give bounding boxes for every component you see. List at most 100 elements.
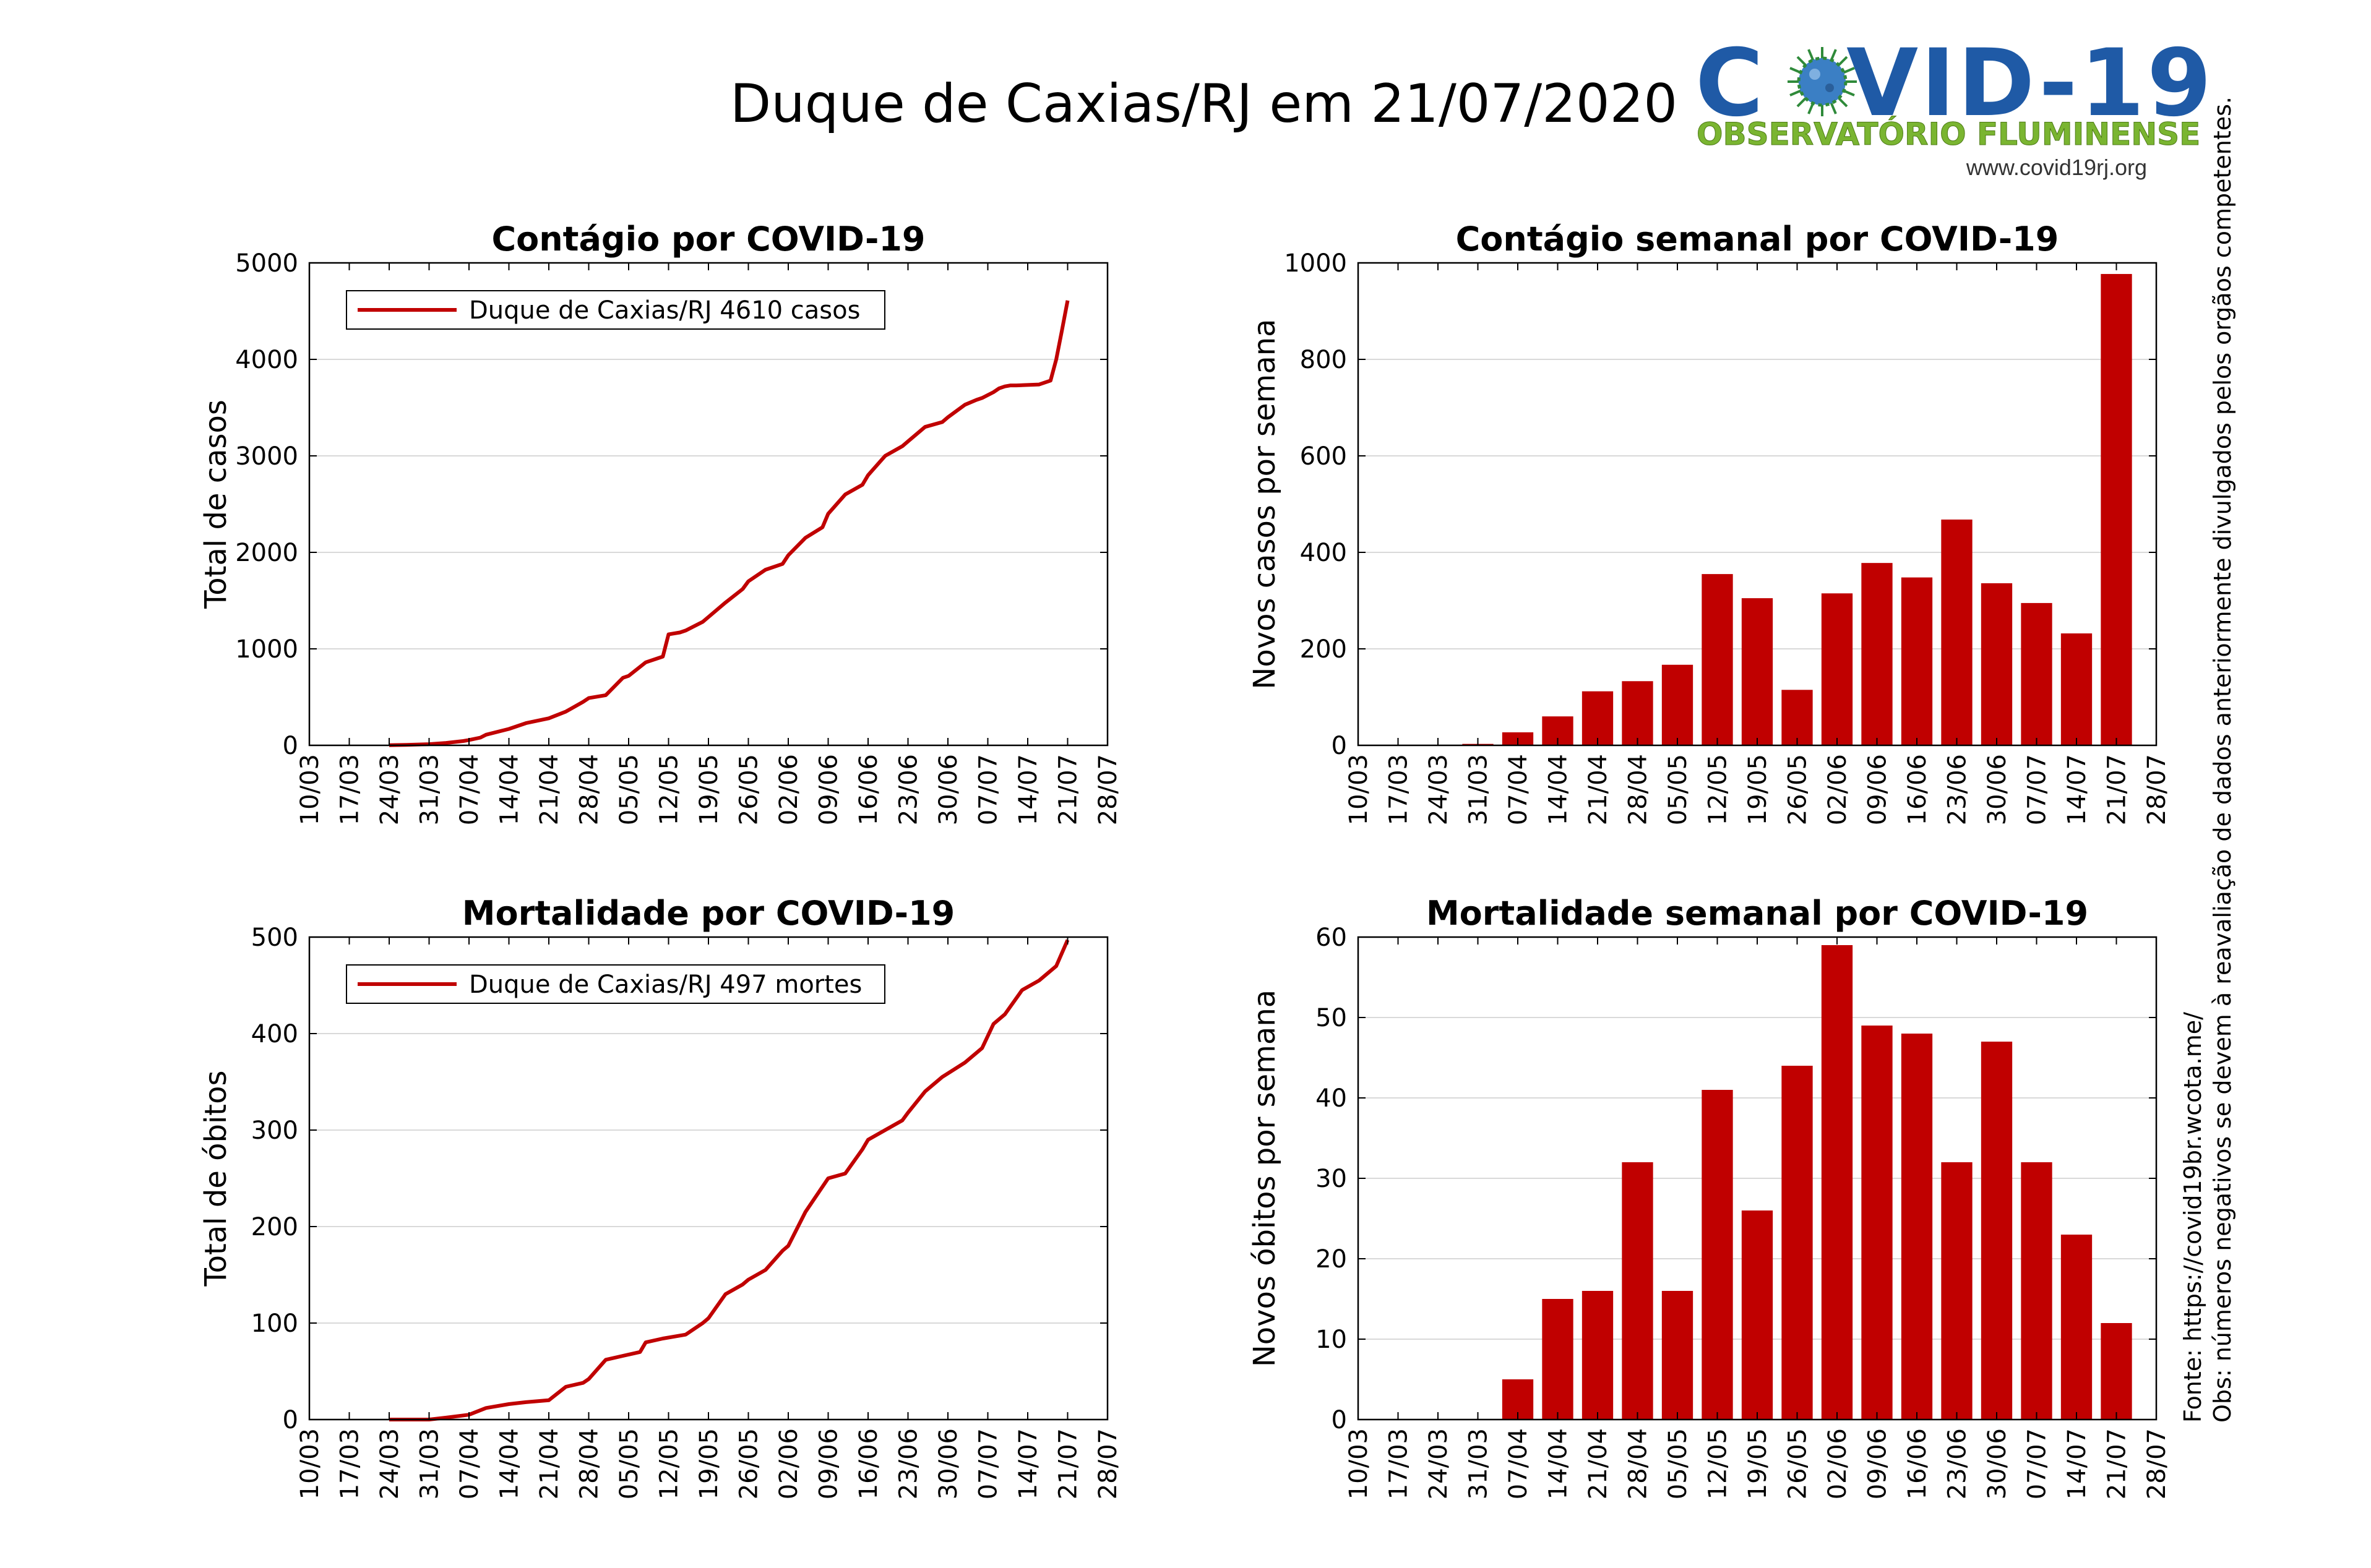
y-tick-label: 10 xyxy=(1315,1326,1347,1354)
bar xyxy=(1661,664,1693,745)
bar xyxy=(2021,602,2052,745)
x-tick-label: 14/04 xyxy=(1544,1428,1573,1499)
x-tick-label: 31/03 xyxy=(416,754,444,825)
x-tick-label: 21/07 xyxy=(2103,754,2132,825)
chart-cases-total: Duque de Caxias/RJ 4610 casos 0 1000 2000 30… xyxy=(199,220,1122,825)
y-tick-label: 30 xyxy=(1315,1165,1347,1193)
y-tick-label: 800 xyxy=(1300,346,1347,374)
x-tick-label: 28/04 xyxy=(1624,754,1653,825)
bar xyxy=(1702,574,1733,745)
x-tick-label: 23/06 xyxy=(1943,754,1972,825)
x-tick-label: 12/05 xyxy=(1704,1428,1732,1499)
bar xyxy=(1622,681,1653,745)
y-tick-label: 400 xyxy=(1300,539,1347,567)
x-tick-label: 19/05 xyxy=(1744,1428,1772,1499)
x-tick-label: 10/03 xyxy=(296,1428,324,1499)
y-tick-label: 4000 xyxy=(235,346,298,374)
y-tick-label: 200 xyxy=(251,1213,298,1241)
bar xyxy=(1741,598,1773,745)
chart-deaths-weekly: 0 10 20 30 40 50 60 10/03 17/03 24/03 31/03 07/04 14… xyxy=(1247,894,2171,1499)
y-tick-label: 0 xyxy=(283,732,298,760)
x-tick-label: 14/07 xyxy=(2063,1428,2091,1499)
x-tick-label: 12/05 xyxy=(655,1428,684,1499)
x-tick-label: 26/05 xyxy=(1784,754,1812,825)
x-tick-label: 21/04 xyxy=(1584,1428,1612,1499)
x-tick-label: 09/06 xyxy=(1864,1428,1892,1499)
bar xyxy=(1901,577,1933,745)
x-tick-label: 07/07 xyxy=(975,754,1003,825)
x-tick-label: 12/05 xyxy=(655,754,684,825)
bar xyxy=(1581,691,1614,745)
x-tick-label: 16/06 xyxy=(854,1428,883,1499)
x-tick-label: 30/06 xyxy=(1983,754,2012,825)
x-tick-label: 23/06 xyxy=(895,754,923,825)
x-tick-label: 14/04 xyxy=(496,1428,524,1499)
x-tick-label: 05/05 xyxy=(1664,1428,1692,1499)
page-title: Duque de Caxias/RJ em 21/07/2020 xyxy=(730,73,1678,135)
x-tick-label: 16/06 xyxy=(1903,754,1932,825)
x-tick-label: 07/04 xyxy=(455,1428,484,1499)
plot-frame xyxy=(308,936,1109,1421)
bar xyxy=(1741,1210,1773,1420)
x-tick-label: 19/05 xyxy=(695,754,723,825)
bar xyxy=(1821,593,1853,745)
x-tick-label: 21/04 xyxy=(535,1428,564,1499)
x-tick-label: 28/07 xyxy=(2143,1428,2171,1499)
logo-subtitle: OBSERVATÓRIO FLUMINENSE xyxy=(1696,116,2201,153)
x-tick-label: 19/05 xyxy=(695,1428,723,1499)
x-tick-label: 10/03 xyxy=(1345,1428,1373,1499)
bar xyxy=(1901,1034,1933,1420)
chart-deaths-total: Duque de Caxias/RJ 497 mortes 0 100 200 300 4… xyxy=(199,894,1122,1499)
bar xyxy=(1941,519,1973,745)
x-tick-label: 07/07 xyxy=(2023,754,2052,825)
x-tick-label: 02/06 xyxy=(775,754,803,825)
x-tick-label: 28/07 xyxy=(1094,754,1122,825)
x-tick-label: 17/03 xyxy=(1385,1428,1413,1499)
x-tick-label: 26/05 xyxy=(735,1428,764,1499)
x-tick-label: 12/05 xyxy=(1704,754,1732,825)
y-tick-label: 50 xyxy=(1315,1004,1347,1032)
bar xyxy=(1781,690,1813,745)
x-tick-label: 24/03 xyxy=(1424,754,1453,825)
bar xyxy=(1661,1291,1693,1420)
x-tick-label: 30/06 xyxy=(1983,1428,2012,1499)
x-tick-label: 30/06 xyxy=(934,754,963,825)
x-tick-label: 17/03 xyxy=(336,754,364,825)
observation-line: Obs: números negativos se devem à reaval… xyxy=(2209,96,2236,1423)
bar xyxy=(2060,1235,2093,1420)
x-tick-label: 02/06 xyxy=(775,1428,803,1499)
chart-cases-weekly: 0 200 400 600 800 1000 10/03 17/03 24/03 31/03 07/… xyxy=(1247,220,2171,825)
chart-title: Mortalidade por COVID-19 xyxy=(462,894,955,933)
x-tick-label: 21/04 xyxy=(535,754,564,825)
x-tick-label: 05/05 xyxy=(615,1428,643,1499)
x-tick-label: 14/07 xyxy=(2063,754,2091,825)
x-tick-label: 07/07 xyxy=(2023,1428,2052,1499)
chart-title: Contágio por COVID-19 xyxy=(491,220,925,259)
y-tick-label: 400 xyxy=(251,1020,298,1048)
x-tick-label: 14/07 xyxy=(1014,1428,1043,1499)
x-tick-label: 30/06 xyxy=(934,1428,963,1499)
x-tick-label: 07/04 xyxy=(455,754,484,825)
x-tick-label: 19/05 xyxy=(1744,754,1772,825)
y-tick-label: 100 xyxy=(251,1309,298,1338)
x-tick-label: 09/06 xyxy=(815,1428,843,1499)
y-tick-label: 500 xyxy=(251,923,298,952)
logo-url: www.covid19rj.org xyxy=(1966,155,2147,180)
x-tick-label: 16/06 xyxy=(1903,1428,1932,1499)
logo-title: C VID-19 xyxy=(1695,30,2214,137)
legend-label: Duque de Caxias/RJ 497 mortes xyxy=(469,970,862,999)
bar xyxy=(1981,583,2013,745)
y-tick-label: 3000 xyxy=(235,442,298,471)
x-tick-label: 14/04 xyxy=(496,754,524,825)
x-tick-label: 26/05 xyxy=(735,754,764,825)
bar xyxy=(1941,1162,1973,1420)
y-tick-label: 200 xyxy=(1300,635,1347,664)
x-tick-label: 16/06 xyxy=(854,754,883,825)
bar xyxy=(2021,1162,2052,1420)
x-tick-label: 17/03 xyxy=(1385,754,1413,825)
virus-icon xyxy=(1788,47,1857,116)
bar xyxy=(1622,1162,1653,1420)
y-tick-label: 1000 xyxy=(1284,249,1347,278)
series-line xyxy=(389,300,1070,747)
x-tick-label: 17/03 xyxy=(336,1428,364,1499)
